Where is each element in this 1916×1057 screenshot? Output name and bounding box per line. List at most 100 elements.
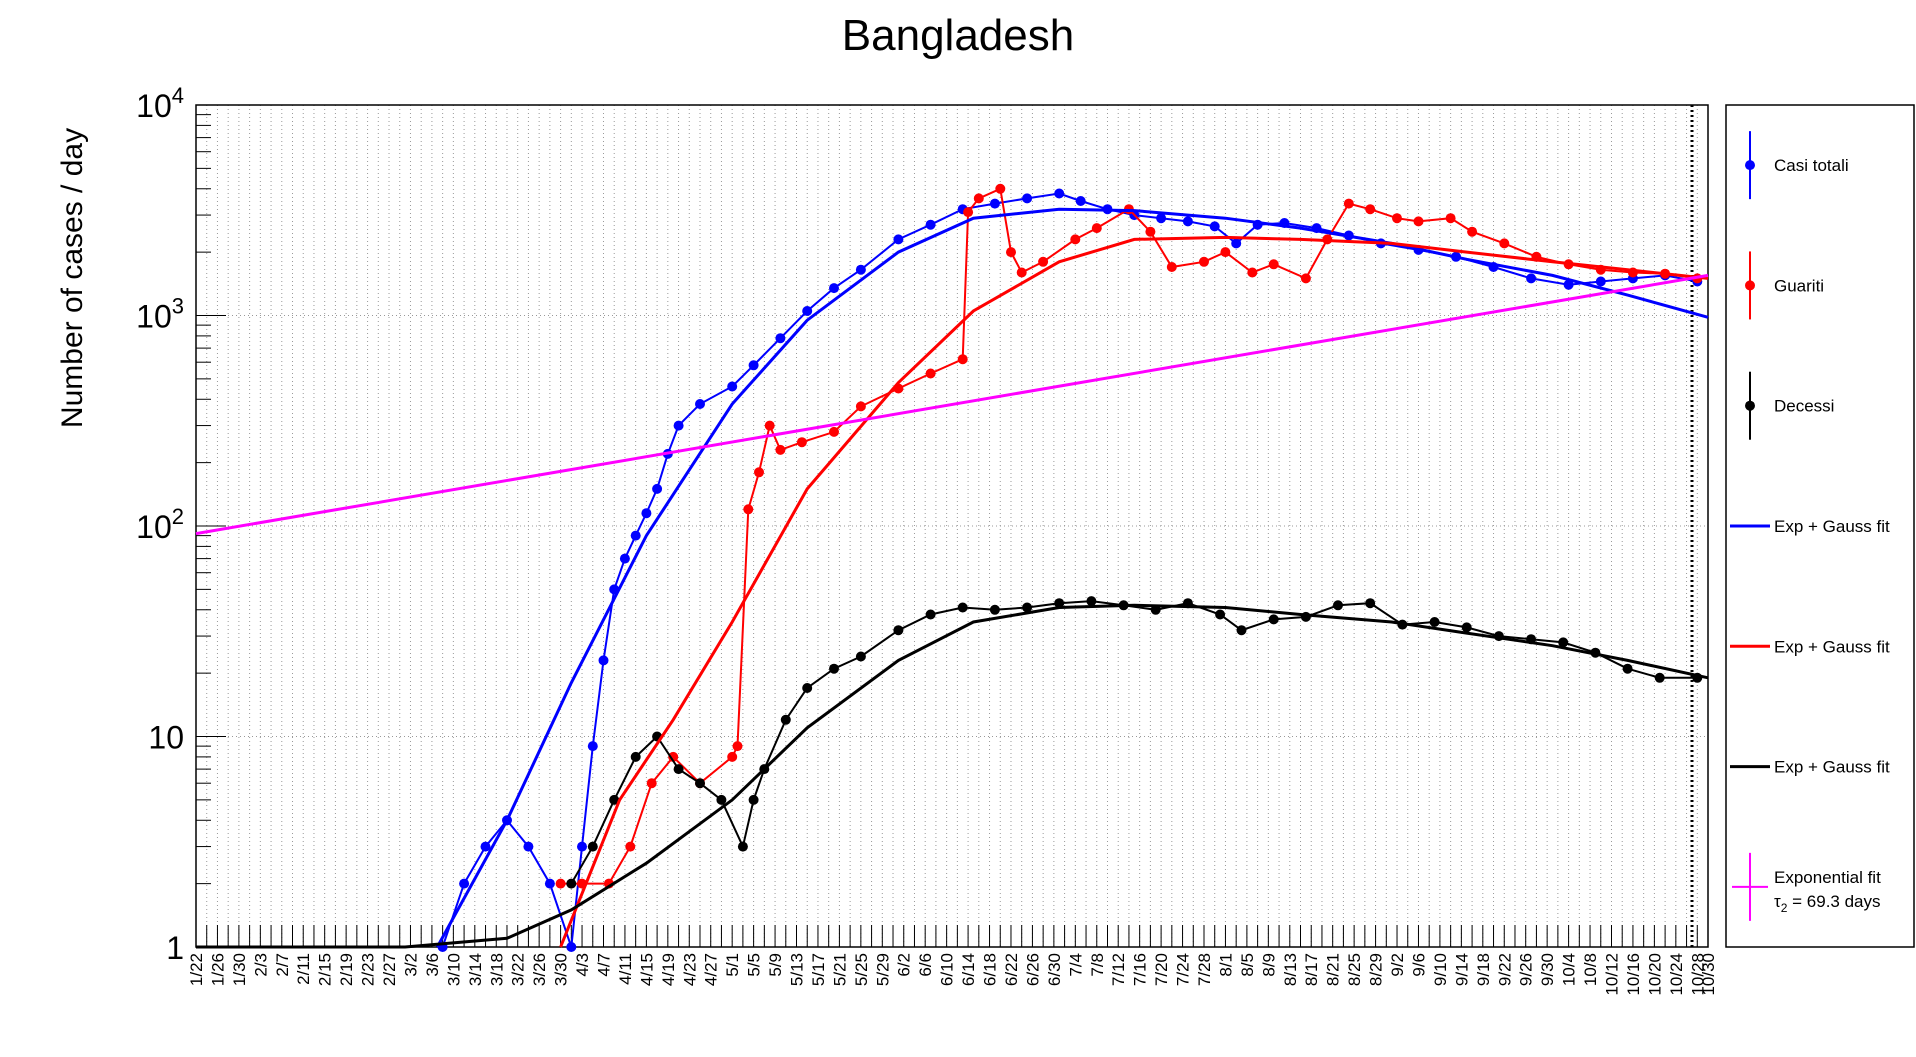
data-point-guariti bbox=[1091, 223, 1102, 234]
x-tick-label: 1/26 bbox=[208, 953, 227, 986]
data-point-guariti bbox=[1445, 213, 1456, 224]
data-point-casi-totali bbox=[1156, 213, 1167, 224]
data-point-decessi bbox=[695, 778, 705, 789]
data-point-casi-totali bbox=[1022, 193, 1033, 204]
legend-item: Exp + Gauss fit bbox=[1730, 517, 1890, 536]
x-tick-label: 3/30 bbox=[552, 953, 571, 986]
data-point-decessi bbox=[748, 794, 759, 805]
data-point-decessi bbox=[1461, 622, 1472, 633]
data-point-decessi bbox=[566, 878, 577, 889]
data-point-guariti bbox=[1413, 216, 1424, 227]
data-point-guariti bbox=[1006, 247, 1016, 258]
x-tick-label: 4/23 bbox=[680, 953, 699, 986]
x-tick-label: 6/6 bbox=[916, 953, 935, 977]
data-point-casi-totali bbox=[630, 530, 641, 541]
data-point-guariti bbox=[727, 751, 738, 762]
legend-marker bbox=[1745, 160, 1755, 171]
data-point-casi-totali bbox=[544, 878, 555, 889]
x-tick-label: 9/14 bbox=[1452, 953, 1471, 986]
data-point-guariti bbox=[1343, 198, 1354, 209]
data-point-casi-totali bbox=[587, 741, 598, 752]
x-tick-label: 9/6 bbox=[1409, 953, 1428, 977]
y-tick-label: 104 bbox=[136, 83, 184, 124]
data-point-casi-totali bbox=[523, 841, 534, 852]
data-point-guariti bbox=[925, 368, 936, 379]
x-tick-label: 3/22 bbox=[509, 953, 528, 986]
data-point-guariti bbox=[1499, 238, 1510, 249]
data-point-decessi bbox=[925, 609, 936, 620]
x-tick-label: 4/27 bbox=[702, 953, 721, 986]
data-point-decessi bbox=[1215, 609, 1226, 620]
data-point-decessi bbox=[609, 794, 620, 805]
x-tick-label: 2/23 bbox=[359, 953, 378, 986]
x-tick-label: 7/24 bbox=[1174, 953, 1193, 986]
data-point-casi-totali bbox=[748, 360, 759, 371]
x-tick-label: 8/21 bbox=[1324, 953, 1343, 986]
x-tick-label: 5/5 bbox=[745, 953, 764, 977]
x-tick-label: 10/28 bbox=[1688, 953, 1707, 996]
data-point-casi-totali bbox=[1182, 216, 1193, 227]
x-tick-label: 10/24 bbox=[1667, 953, 1686, 996]
data-point-guariti bbox=[764, 420, 775, 431]
x-tick-label: 5/9 bbox=[766, 953, 785, 977]
data-point-casi-totali bbox=[619, 553, 630, 564]
data-point-decessi bbox=[716, 794, 727, 805]
data-point-decessi bbox=[957, 602, 968, 613]
grid-layer bbox=[196, 105, 1708, 947]
x-tick-label: 1/22 bbox=[187, 953, 206, 986]
data-point-casi-totali bbox=[829, 283, 839, 294]
data-point-decessi bbox=[673, 764, 684, 775]
data-point-guariti bbox=[829, 426, 839, 437]
x-tick-label: 8/25 bbox=[1345, 953, 1364, 986]
x-tick-label: 8/17 bbox=[1302, 953, 1321, 986]
data-point-decessi bbox=[1558, 637, 1569, 648]
data-point-decessi bbox=[737, 841, 748, 852]
x-tick-label: 4/19 bbox=[659, 953, 678, 986]
x-tick-label: 6/14 bbox=[959, 953, 978, 986]
data-point-casi-totali bbox=[673, 420, 684, 431]
x-tick-label: 10/8 bbox=[1581, 953, 1600, 986]
data-point-casi-totali bbox=[641, 508, 652, 519]
x-tick-label: 10/30 bbox=[1699, 953, 1718, 996]
legend-label: Decessi bbox=[1774, 397, 1834, 416]
data-point-guariti bbox=[646, 778, 657, 789]
legend-marker bbox=[1745, 280, 1755, 291]
legend-item: Exp + Gauss fit bbox=[1730, 637, 1890, 656]
x-tick-label: 4/15 bbox=[637, 953, 656, 986]
data-point-guariti bbox=[1268, 259, 1279, 270]
chart-title: Bangladesh bbox=[842, 11, 1074, 60]
data-point-guariti bbox=[1145, 226, 1156, 237]
x-tick-label: 9/26 bbox=[1517, 953, 1536, 986]
x-tick-label: 7/12 bbox=[1109, 953, 1128, 986]
legend-item: Exp + Gauss fit bbox=[1730, 758, 1890, 777]
data-point-decessi bbox=[1086, 596, 1097, 607]
data-point-guariti bbox=[1199, 256, 1209, 267]
x-tick-label: 10/20 bbox=[1645, 953, 1664, 996]
x-tick-label: 3/2 bbox=[401, 953, 420, 977]
x-tick-label: 5/25 bbox=[852, 953, 871, 986]
legend-item: Exponential fit τ2 = 69.3 days bbox=[1732, 852, 1881, 921]
data-point-casi-totali bbox=[1231, 238, 1242, 249]
data-point-decessi bbox=[1054, 598, 1065, 609]
data-point-casi-totali bbox=[1526, 273, 1537, 284]
x-tick-label: 3/26 bbox=[530, 953, 549, 986]
x-tick-label: 10/12 bbox=[1602, 953, 1621, 996]
legend-label: Exponential fit bbox=[1774, 868, 1881, 887]
x-tick-label: 6/10 bbox=[938, 953, 957, 986]
x-tick-label: 4/7 bbox=[594, 953, 613, 977]
data-point-guariti bbox=[743, 504, 754, 515]
x-tick-label: 7/28 bbox=[1195, 953, 1214, 986]
data-point-guariti bbox=[1070, 234, 1081, 245]
data-point-casi-totali bbox=[727, 381, 738, 392]
x-tick-label: 7/16 bbox=[1131, 953, 1150, 986]
data-point-guariti bbox=[1300, 273, 1311, 284]
data-point-casi-totali bbox=[480, 841, 491, 852]
y-axis-label: Number of cases / day bbox=[56, 128, 89, 428]
x-tick-label: 7/4 bbox=[1066, 953, 1085, 977]
data-point-decessi bbox=[1365, 598, 1376, 609]
legend-label: Exp + Gauss fit bbox=[1774, 758, 1890, 777]
data-point-casi-totali bbox=[1054, 188, 1065, 199]
data-point-casi-totali bbox=[1563, 279, 1574, 290]
data-point-decessi bbox=[1022, 602, 1033, 613]
